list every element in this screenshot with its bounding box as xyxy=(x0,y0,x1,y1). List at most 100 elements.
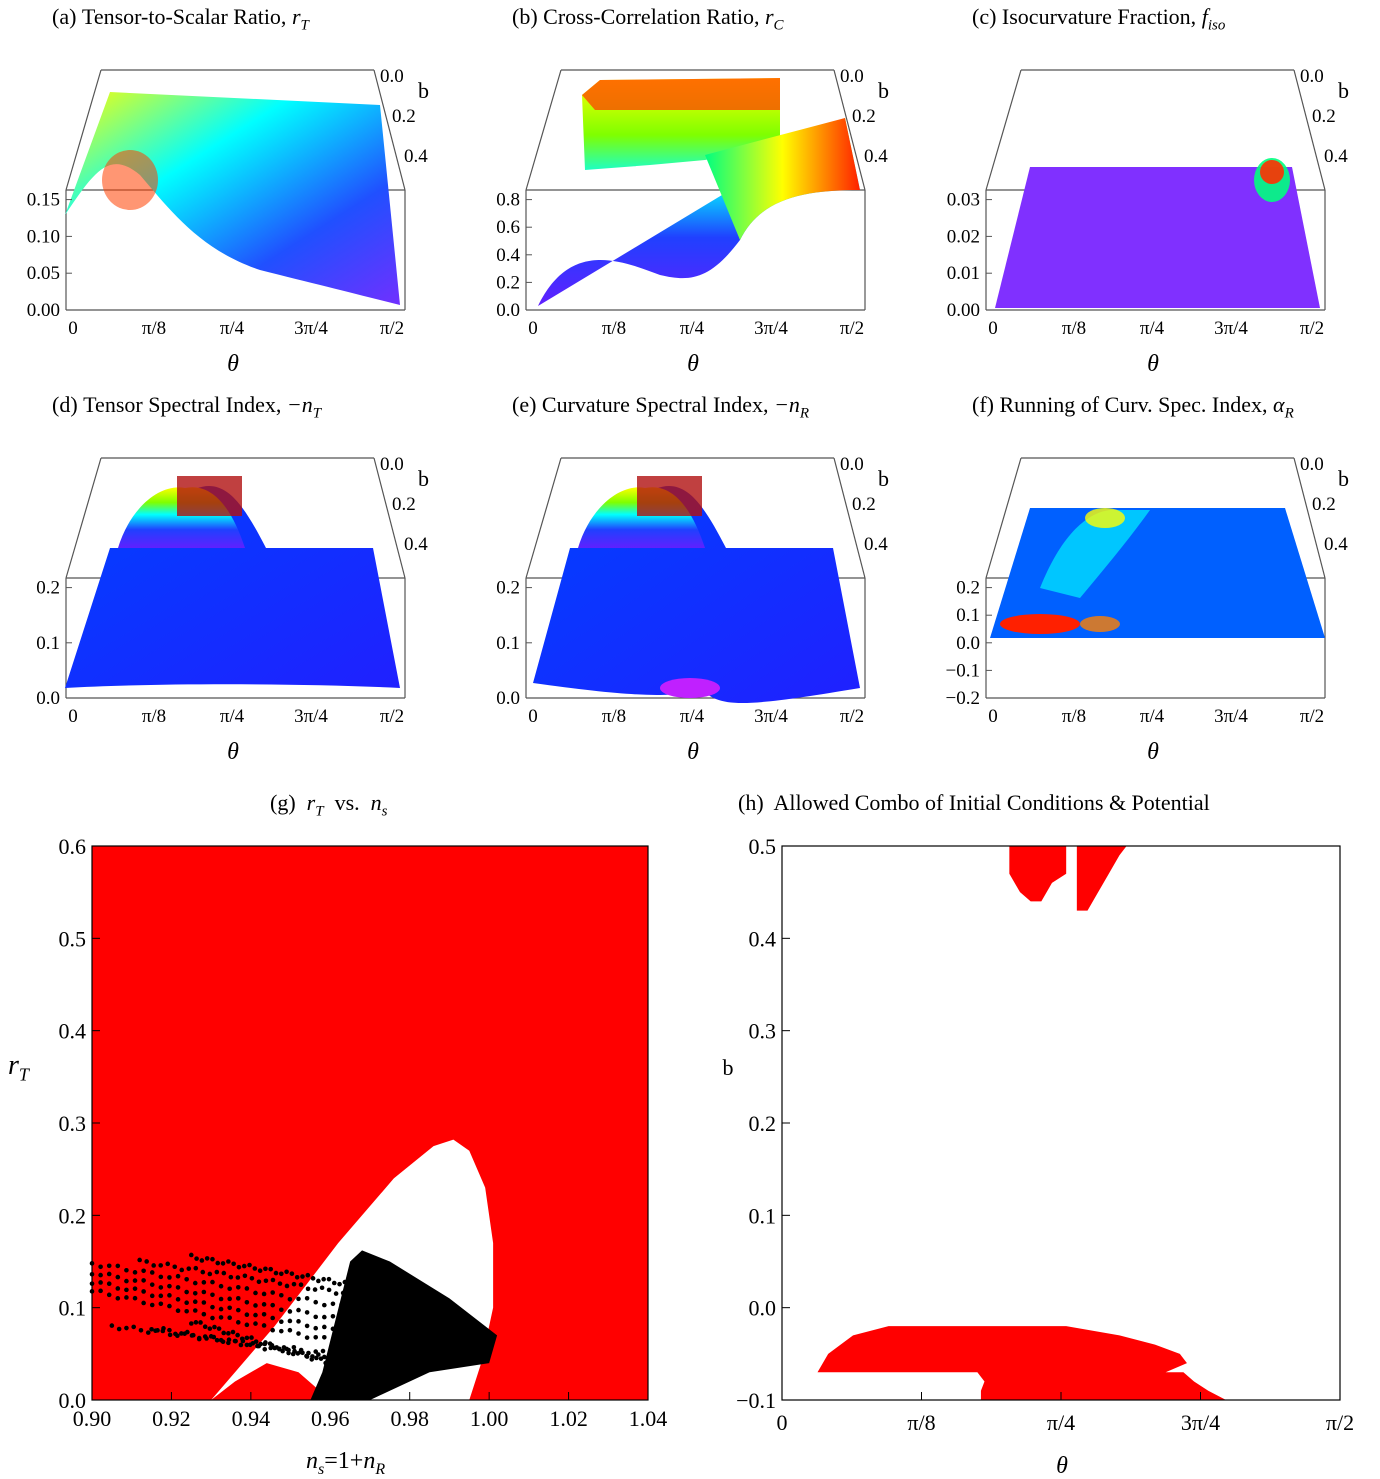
scatter-point xyxy=(244,1322,250,1328)
scatter-point xyxy=(106,1292,112,1298)
scatter-point xyxy=(291,1281,297,1287)
scatter-point xyxy=(304,1295,310,1301)
panel-e-xlabel: θ xyxy=(687,739,699,765)
panel-g-title-sub1: T xyxy=(315,803,324,820)
panel-b-ztick: 0.8 xyxy=(496,190,520,211)
scatter-point xyxy=(214,1269,220,1275)
scatter-point xyxy=(261,1302,267,1307)
panel-f-ztick: −0.2 xyxy=(946,688,980,709)
scatter-point xyxy=(167,1283,172,1289)
scatter-point xyxy=(326,1276,332,1282)
scatter-point xyxy=(270,1302,276,1308)
scatter-point xyxy=(268,1266,274,1272)
scatter-point xyxy=(313,1335,319,1340)
scatter-point xyxy=(172,1264,178,1270)
scatter-point xyxy=(347,1306,353,1312)
scatter-point xyxy=(270,1290,276,1295)
x-tick-label: 0.98 xyxy=(390,1406,429,1431)
x-tick-label: 0.92 xyxy=(152,1406,191,1431)
scatter-point xyxy=(184,1276,189,1282)
panel-f-surface xyxy=(990,508,1325,638)
panel-a-xtick: 0 xyxy=(68,318,78,339)
scatter-point xyxy=(300,1350,305,1356)
panel-a-title: (a) Tensor-to-Scalar Ratio, rT xyxy=(52,4,309,34)
panel-c-ztick: 0.02 xyxy=(947,226,980,247)
scatter-point xyxy=(253,1312,258,1318)
panel-b-btick: 0.0 xyxy=(840,66,864,87)
scatter-point xyxy=(347,1289,353,1295)
panel-b-title: Cross-Correlation Ratio, xyxy=(543,4,760,29)
scatter-point xyxy=(268,1345,274,1351)
scatter-point xyxy=(304,1354,310,1359)
panel-a-title-symbol: r xyxy=(291,4,301,29)
panel-e-ztick: 0.2 xyxy=(496,578,520,599)
scatter-point xyxy=(115,1296,121,1301)
scatter-point xyxy=(316,1278,321,1284)
scatter-point xyxy=(235,1284,241,1290)
panel-a-ztick: 0.15 xyxy=(27,190,60,211)
scatter-point xyxy=(263,1278,269,1284)
scatter-point xyxy=(257,1268,263,1274)
y-tick-label: 0.6 xyxy=(59,834,87,859)
scatter-point xyxy=(220,1261,226,1266)
scatter-point xyxy=(313,1314,319,1320)
scatter-point xyxy=(207,1326,213,1331)
scatter-point xyxy=(151,1263,156,1268)
scatter-point xyxy=(318,1356,324,1361)
scatter-point xyxy=(124,1287,129,1293)
scatter-point xyxy=(214,1337,220,1343)
scatter-point xyxy=(300,1274,305,1279)
scatter-point xyxy=(249,1276,255,1281)
scatter-point xyxy=(249,1335,254,1340)
scatter-point xyxy=(252,1266,258,1271)
panel-g-title-sub2: s xyxy=(381,803,388,820)
scatter-point xyxy=(131,1324,136,1330)
panel-c-title: Isocurvature Fraction, xyxy=(1001,4,1197,29)
panel-b-b-label: b xyxy=(878,78,889,103)
scatter-point xyxy=(193,1320,199,1325)
scatter-point xyxy=(273,1270,279,1276)
panel-a-xtick: π/4 xyxy=(220,318,245,339)
scatter-point xyxy=(188,1252,194,1258)
scatter-point xyxy=(296,1307,301,1313)
scatter-point xyxy=(124,1267,129,1273)
scatter-point xyxy=(226,1259,231,1264)
panel-e-xtick: 0 xyxy=(528,706,538,727)
y-tick-label: 0.4 xyxy=(749,926,777,951)
panel-e-xtick: π/2 xyxy=(840,706,864,727)
scatter-point xyxy=(221,1270,227,1276)
panel-a-surface xyxy=(65,92,400,305)
scatter-point xyxy=(218,1306,224,1312)
allowed-region xyxy=(1009,846,1067,902)
scatter-point xyxy=(313,1325,319,1331)
panel-d-btick: 0.0 xyxy=(380,454,404,475)
scatter-point xyxy=(98,1288,103,1294)
panel-f-ztick: −0.1 xyxy=(946,660,980,681)
scatter-point xyxy=(347,1341,353,1346)
panel-g-xlabel-sym2: n xyxy=(363,1448,376,1474)
scatter-point xyxy=(201,1289,207,1295)
scatter-point xyxy=(115,1263,121,1269)
scatter-point xyxy=(305,1272,311,1278)
scatter-point xyxy=(210,1304,215,1310)
scatter-point xyxy=(227,1305,232,1311)
panel-d-title: (d) Tensor Spectral Index, −nT xyxy=(52,392,321,422)
y-tick-label: 0.5 xyxy=(749,834,777,859)
panel-c-xtick: 0 xyxy=(988,318,998,339)
x-tick-label: 0.94 xyxy=(232,1406,271,1431)
panel-c-ztick: 0.01 xyxy=(947,263,980,284)
panel-d-svg: 0.0 0.1 0.2 0.0 0.2 0.4 b 0 π/8 π/4 3π/4 π/2 θ xyxy=(36,454,429,765)
scatter-point xyxy=(270,1315,276,1321)
scatter-point xyxy=(340,1290,346,1296)
scatter-point xyxy=(190,1332,196,1338)
scatter-point xyxy=(199,1258,205,1263)
scatter-point xyxy=(132,1295,138,1301)
scatter-point xyxy=(132,1270,138,1275)
scatter-point xyxy=(202,1334,208,1339)
scatter-point xyxy=(286,1347,291,1353)
scatter-point xyxy=(287,1309,293,1314)
panel-c-title-symbol: f xyxy=(1201,4,1208,29)
panel-c-xtick: π/4 xyxy=(1140,318,1165,339)
scatter-point xyxy=(342,1279,348,1285)
panel-a-title-sub: T xyxy=(300,17,309,34)
